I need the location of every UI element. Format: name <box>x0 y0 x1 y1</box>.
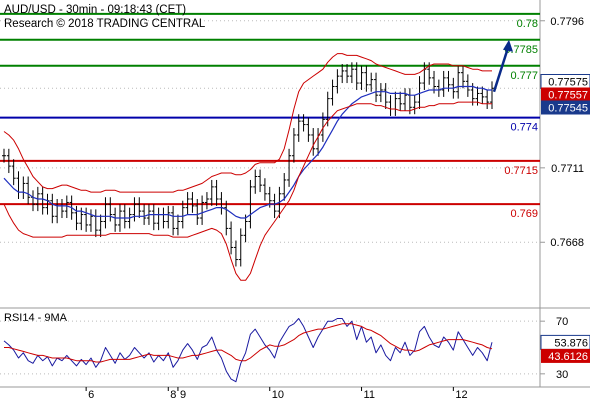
price-series <box>2 53 494 281</box>
level-label: 0.777 <box>510 70 538 82</box>
rsi-ma-line <box>4 323 493 363</box>
level-lines: 0.78 0.7785 0.777 0.774 0.7715 0.769 <box>0 12 540 220</box>
rsi-panel: RSI14 - 9MA 70 30 53.876 43.6126 6 8 9 10 11 12 <box>0 308 590 400</box>
badge-background <box>541 100 590 115</box>
x-tick-label: 9 <box>180 389 186 400</box>
badge-background <box>541 87 590 102</box>
rsi-tick-label: 70 <box>556 316 568 328</box>
level-label: 0.7785 <box>504 44 538 56</box>
badge-label: 53.876 <box>554 337 588 349</box>
level-label: 0.7715 <box>504 165 538 177</box>
rsi-current-badge: 53.876 <box>540 334 590 350</box>
rsi-ma-badge: 43.6126 <box>541 348 590 363</box>
badge-label: 0.77545 <box>548 102 588 114</box>
forecast-arrow-shaft <box>492 47 510 93</box>
badge-label: 43.6126 <box>548 351 588 363</box>
badge-label: 0.77575 <box>548 76 588 88</box>
x-tick-label: 12 <box>455 389 467 400</box>
x-tick-label: 10 <box>272 389 284 400</box>
rsi-line <box>3 318 493 383</box>
x-axis-ticks: 6 8 9 10 11 12 <box>85 387 468 400</box>
rsi-title: RSI14 - 9MA <box>4 312 68 324</box>
bollinger-lower-line <box>3 101 492 281</box>
badge-background <box>541 348 590 363</box>
rsi-series <box>3 318 493 383</box>
forecast-arrow <box>492 39 513 93</box>
x-tick-label: 8 <box>170 389 176 400</box>
badge-label: 0.77557 <box>548 89 588 101</box>
rsi-badges: 53.876 43.6126 <box>540 334 590 363</box>
previous-close-badge: 0.77557 <box>541 87 590 102</box>
level-label: 0.774 <box>510 122 538 134</box>
rsi-tick-label: 30 <box>556 369 568 381</box>
price-tick-label: 0.7796 <box>550 16 584 28</box>
chart-title: AUD/USD - 30min - 09:18:43 (CET) <box>4 4 186 16</box>
forecast-arrow-head <box>503 39 513 52</box>
current-price-badge: 0.77575 <box>540 73 590 89</box>
price-tick-label: 0.7668 <box>550 237 584 249</box>
x-tick-label: 6 <box>88 389 94 400</box>
level-label: 0.78 <box>517 18 538 30</box>
price-panel: 0.78 0.7785 0.777 0.774 0.7715 0.769 0.7796 0.… <box>0 0 590 309</box>
moving-average-line <box>3 85 492 219</box>
bollinger-upper-line <box>3 53 492 193</box>
x-tick-label: 11 <box>364 389 375 400</box>
chart-copyright: Research © 2018 TRADING CENTRAL <box>4 18 206 30</box>
pivot-price-badge: 0.77545 <box>541 100 590 115</box>
price-tick-label: 0.7711 <box>551 163 584 175</box>
level-label: 0.769 <box>510 208 538 220</box>
rsi-y-ticks: 70 30 <box>540 316 568 381</box>
